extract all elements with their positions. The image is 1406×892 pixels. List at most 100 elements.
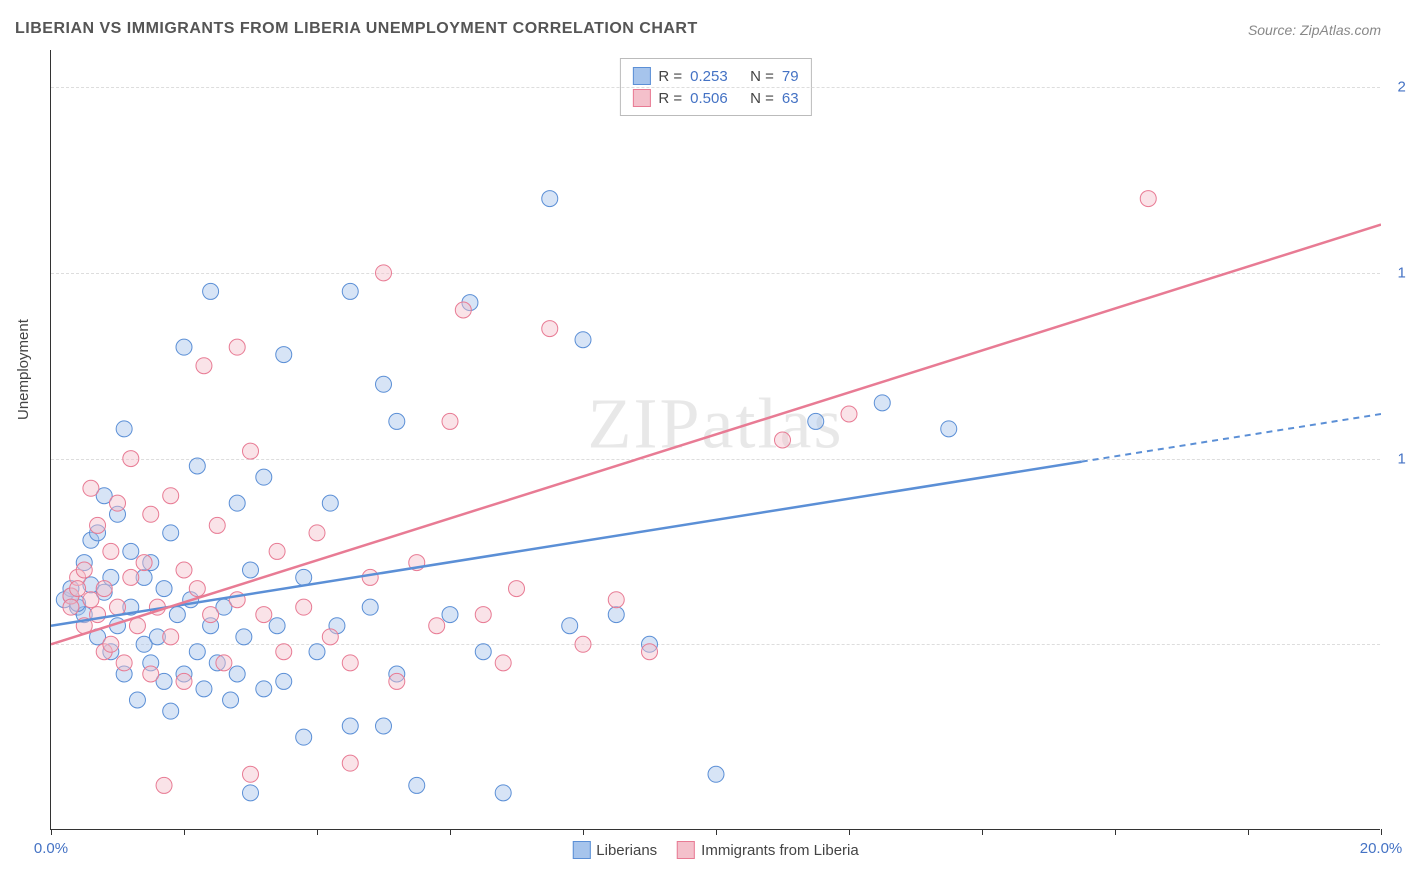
scatter-point bbox=[76, 562, 92, 578]
scatter-point bbox=[409, 777, 425, 793]
scatter-point bbox=[256, 681, 272, 697]
legend-bottom-item: Liberians bbox=[572, 841, 657, 859]
legend-series-label: Liberians bbox=[596, 842, 657, 859]
scatter-point bbox=[96, 584, 112, 600]
scatter-point bbox=[90, 517, 106, 533]
scatter-point bbox=[708, 766, 724, 782]
scatter-point bbox=[229, 666, 245, 682]
scatter-point bbox=[63, 588, 79, 604]
scatter-point bbox=[309, 644, 325, 660]
trend-line bbox=[51, 462, 1082, 626]
scatter-point bbox=[243, 766, 259, 782]
scatter-point bbox=[322, 629, 338, 645]
scatter-point bbox=[562, 618, 578, 634]
scatter-point bbox=[229, 592, 245, 608]
chart-title: LIBERIAN VS IMMIGRANTS FROM LIBERIA UNEM… bbox=[15, 20, 698, 38]
scatter-point bbox=[110, 618, 126, 634]
scatter-point bbox=[63, 588, 79, 604]
grid-line-h bbox=[51, 459, 1380, 460]
scatter-point bbox=[103, 543, 119, 559]
scatter-point bbox=[342, 755, 358, 771]
scatter-point bbox=[103, 644, 119, 660]
scatter-point bbox=[76, 607, 92, 623]
scatter-point bbox=[269, 543, 285, 559]
scatter-point bbox=[608, 607, 624, 623]
legend-row: R =0.506N =63 bbox=[632, 87, 798, 109]
scatter-point bbox=[209, 655, 225, 671]
scatter-point bbox=[1140, 191, 1156, 207]
scatter-point bbox=[229, 339, 245, 355]
scatter-point bbox=[256, 607, 272, 623]
legend-r-value: 0.506 bbox=[690, 90, 742, 107]
scatter-point bbox=[841, 406, 857, 422]
scatter-point bbox=[83, 480, 99, 496]
scatter-point bbox=[389, 673, 405, 689]
scatter-point bbox=[169, 607, 185, 623]
scatter-point bbox=[874, 395, 890, 411]
scatter-point bbox=[429, 618, 445, 634]
legend-swatch bbox=[632, 89, 650, 107]
scatter-point bbox=[941, 421, 957, 437]
legend-r-value: 0.253 bbox=[690, 68, 742, 85]
legend-series-label: Immigrants from Liberia bbox=[701, 842, 859, 859]
scatter-point bbox=[808, 413, 824, 429]
y-axis-label: Unemployment bbox=[15, 319, 32, 420]
scatter-point bbox=[642, 644, 658, 660]
scatter-point bbox=[196, 681, 212, 697]
scatter-point bbox=[196, 358, 212, 374]
scatter-point bbox=[495, 785, 511, 801]
scatter-point bbox=[163, 703, 179, 719]
scatter-point bbox=[269, 618, 285, 634]
scatter-point bbox=[56, 592, 72, 608]
scatter-point bbox=[276, 673, 292, 689]
scatter-point bbox=[296, 569, 312, 585]
legend-r-label: R = bbox=[658, 68, 682, 85]
x-tick bbox=[184, 829, 185, 835]
scatter-point bbox=[123, 569, 139, 585]
scatter-point bbox=[163, 525, 179, 541]
scatter-point bbox=[143, 555, 159, 571]
scatter-point bbox=[203, 283, 219, 299]
scatter-point bbox=[342, 283, 358, 299]
scatter-point bbox=[309, 525, 325, 541]
scatter-point bbox=[123, 543, 139, 559]
legend-n-label: N = bbox=[750, 90, 774, 107]
scatter-point bbox=[176, 666, 192, 682]
x-tick bbox=[1115, 829, 1116, 835]
scatter-point bbox=[775, 432, 791, 448]
scatter-point bbox=[542, 321, 558, 337]
scatter-point bbox=[176, 673, 192, 689]
scatter-point bbox=[455, 302, 471, 318]
x-tick bbox=[51, 829, 52, 835]
scatter-point bbox=[229, 495, 245, 511]
scatter-point bbox=[409, 555, 425, 571]
scatter-point bbox=[203, 618, 219, 634]
scatter-point bbox=[376, 718, 392, 734]
scatter-point bbox=[608, 592, 624, 608]
scatter-point bbox=[96, 488, 112, 504]
scatter-point bbox=[63, 599, 79, 615]
scatter-point bbox=[163, 629, 179, 645]
grid-line-h bbox=[51, 87, 1380, 88]
legend-swatch bbox=[632, 67, 650, 85]
scatter-point bbox=[143, 666, 159, 682]
scatter-point bbox=[116, 655, 132, 671]
scatter-point bbox=[149, 629, 165, 645]
watermark-text: ZIPatlas bbox=[588, 382, 844, 465]
legend-swatch bbox=[572, 841, 590, 859]
scatter-point bbox=[362, 569, 378, 585]
scatter-point bbox=[322, 495, 338, 511]
scatter-point bbox=[189, 458, 205, 474]
scatter-point bbox=[176, 562, 192, 578]
scatter-point bbox=[362, 599, 378, 615]
scatter-point bbox=[103, 569, 119, 585]
scatter-point bbox=[342, 718, 358, 734]
scatter-point bbox=[475, 644, 491, 660]
scatter-point bbox=[96, 644, 112, 660]
scatter-point bbox=[509, 581, 525, 597]
chart-plot-area: ZIPatlas R =0.253N =79R =0.506N =63 Libe… bbox=[50, 50, 1380, 830]
scatter-point bbox=[296, 729, 312, 745]
chart-svg bbox=[51, 50, 1381, 830]
scatter-point bbox=[90, 629, 106, 645]
scatter-point bbox=[256, 469, 272, 485]
